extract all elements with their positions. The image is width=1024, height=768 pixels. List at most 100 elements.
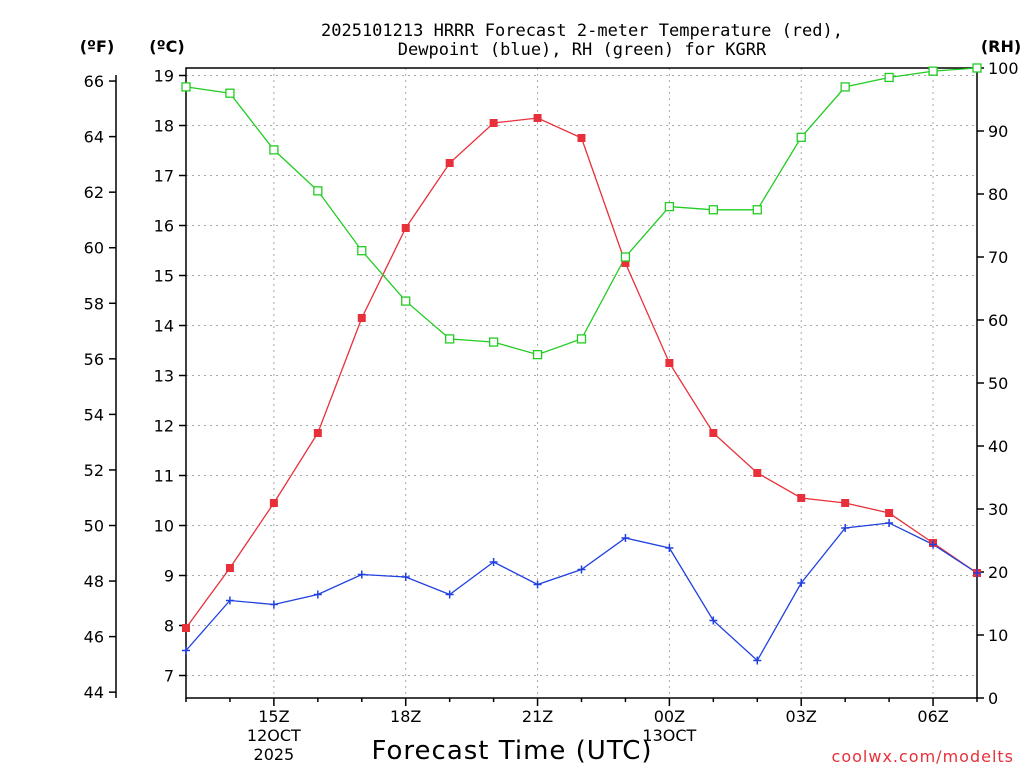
time-tick-label: 21Z — [522, 707, 553, 726]
celsius-tick-label: 9 — [164, 567, 174, 586]
dewpoint-point — [577, 565, 586, 574]
series-markers — [181, 63, 982, 665]
rh-tick-label: 80 — [988, 185, 1008, 204]
dewpoint-point — [357, 570, 366, 579]
time-tick-label: 15Z — [258, 707, 289, 726]
rh-point — [664, 201, 675, 212]
celsius-tick-label: 7 — [164, 667, 174, 686]
rh-point — [840, 82, 850, 92]
rh-point — [357, 246, 367, 256]
celsius-tick-label: 15 — [154, 267, 174, 286]
celsius-tick-label: 18 — [154, 117, 174, 136]
rh-point — [576, 334, 587, 344]
dewpoint-point — [665, 544, 674, 552]
chart-title-line1: 2025101213 HRRR Forecast 2-meter Tempera… — [321, 21, 843, 41]
dewpoint-line — [185, 522, 978, 662]
temperature-point — [445, 159, 454, 167]
rh-axis-unit: (RH) — [981, 37, 1021, 56]
temperature-point — [489, 119, 498, 127]
dewpoint-point — [445, 590, 454, 599]
rh-point — [928, 66, 938, 76]
celsius-tick-label: 11 — [154, 467, 174, 486]
rh-point — [708, 205, 718, 215]
temperature-point — [753, 469, 762, 477]
fahrenheit-tick-label: 46 — [84, 628, 104, 647]
temperature-point — [269, 499, 278, 507]
celsius-tick-label: 16 — [154, 217, 174, 236]
source-credit: coolwx.com/modelts — [832, 747, 1014, 766]
time-tick-label: 06Z — [917, 707, 948, 726]
rh-point — [313, 186, 323, 196]
temperature-point — [621, 259, 630, 267]
temperature-point — [841, 499, 850, 507]
dewpoint-point — [225, 596, 234, 605]
fahrenheit-tick-label: 58 — [84, 294, 104, 313]
dewpoint-point — [929, 540, 938, 549]
celsius-tick-label: 10 — [154, 517, 174, 536]
dewpoint-point — [753, 656, 762, 665]
rh-point — [181, 82, 191, 92]
time-tick-label: 03Z — [786, 707, 817, 726]
fahrenheit-tick-label: 50 — [84, 517, 104, 536]
year-tick-label: 2025 — [254, 745, 295, 764]
temperature-point — [885, 509, 894, 517]
celsius-axis-unit: (ºC) — [149, 37, 184, 56]
dewpoint-point — [797, 579, 806, 587]
rh-point — [532, 349, 543, 360]
dewpoint-point — [621, 534, 630, 542]
rh-tick-label: 20 — [988, 563, 1008, 582]
fahrenheit-tick-label: 60 — [84, 239, 104, 258]
rh-tick-label: 70 — [988, 248, 1008, 267]
temperature-point — [313, 429, 322, 437]
dewpoint-point — [182, 646, 190, 655]
dewpoint-point — [973, 569, 981, 577]
plot-frame — [185, 67, 978, 699]
rh-tick-label: 60 — [988, 311, 1008, 330]
temperature-point — [225, 564, 234, 572]
rh-tick-label: 10 — [988, 626, 1008, 645]
celsius-tick-label: 8 — [164, 617, 174, 636]
temperature-point — [577, 134, 586, 142]
chart-title-line2: Dewpoint (blue), RH (green) for KGRR — [398, 40, 767, 60]
rh-point — [445, 334, 455, 344]
rh-point — [269, 145, 279, 155]
rh-point — [752, 205, 762, 215]
dewpoint-point — [841, 524, 850, 532]
grid-lines — [186, 68, 977, 698]
rh-tick-label: 100 — [988, 59, 1019, 78]
fahrenheit-tick-label: 48 — [84, 572, 104, 591]
dewpoint-point — [885, 519, 894, 527]
rh-point — [225, 88, 235, 98]
temperature-point — [357, 314, 366, 322]
temperature-point — [797, 494, 806, 502]
celsius-tick-label: 14 — [154, 317, 174, 336]
dewpoint-point — [313, 590, 322, 599]
fahrenheit-tick-label: 64 — [84, 128, 104, 147]
celsius-tick-label: 17 — [154, 167, 174, 186]
rh-point — [972, 63, 982, 73]
chart-axes: 7 8 9 10 11 12 13 14 15 16 17 18 19 44 46 48 50 52 54 56 58 6… — [84, 59, 1019, 764]
rh-tick-label: 40 — [988, 437, 1008, 456]
date-tick-label: 12OCT — [247, 726, 301, 745]
time-tick-label: 00Z — [654, 707, 685, 726]
fahrenheit-tick-label: 44 — [84, 683, 104, 702]
rh-line — [185, 67, 978, 356]
dewpoint-point — [401, 573, 410, 581]
fahrenheit-tick-label: 54 — [84, 405, 104, 424]
celsius-tick-label: 19 — [154, 67, 174, 86]
fahrenheit-tick-label: 66 — [84, 72, 104, 91]
fahrenheit-tick-label: 62 — [84, 183, 104, 202]
fahrenheit-tick-label: 52 — [84, 461, 104, 480]
rh-tick-label: 90 — [988, 122, 1008, 141]
rh-point — [488, 337, 499, 347]
rh-point — [796, 132, 806, 142]
temperature-point — [533, 114, 542, 122]
rh-tick-label: 0 — [988, 689, 998, 708]
temperature-line — [185, 117, 978, 629]
fahrenheit-axis-unit: (ºF) — [80, 37, 115, 56]
rh-tick-label: 50 — [988, 374, 1008, 393]
temperature-point — [665, 359, 674, 367]
rh-tick-label: 30 — [988, 500, 1008, 519]
dewpoint-point — [709, 616, 718, 625]
